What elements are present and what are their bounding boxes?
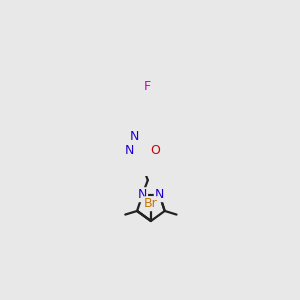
Text: O: O	[150, 144, 160, 157]
Text: Br: Br	[144, 197, 158, 210]
Text: F: F	[144, 80, 151, 93]
Text: N: N	[129, 130, 139, 143]
Text: N: N	[138, 188, 147, 201]
Text: N: N	[155, 188, 164, 201]
Text: N: N	[125, 144, 134, 157]
